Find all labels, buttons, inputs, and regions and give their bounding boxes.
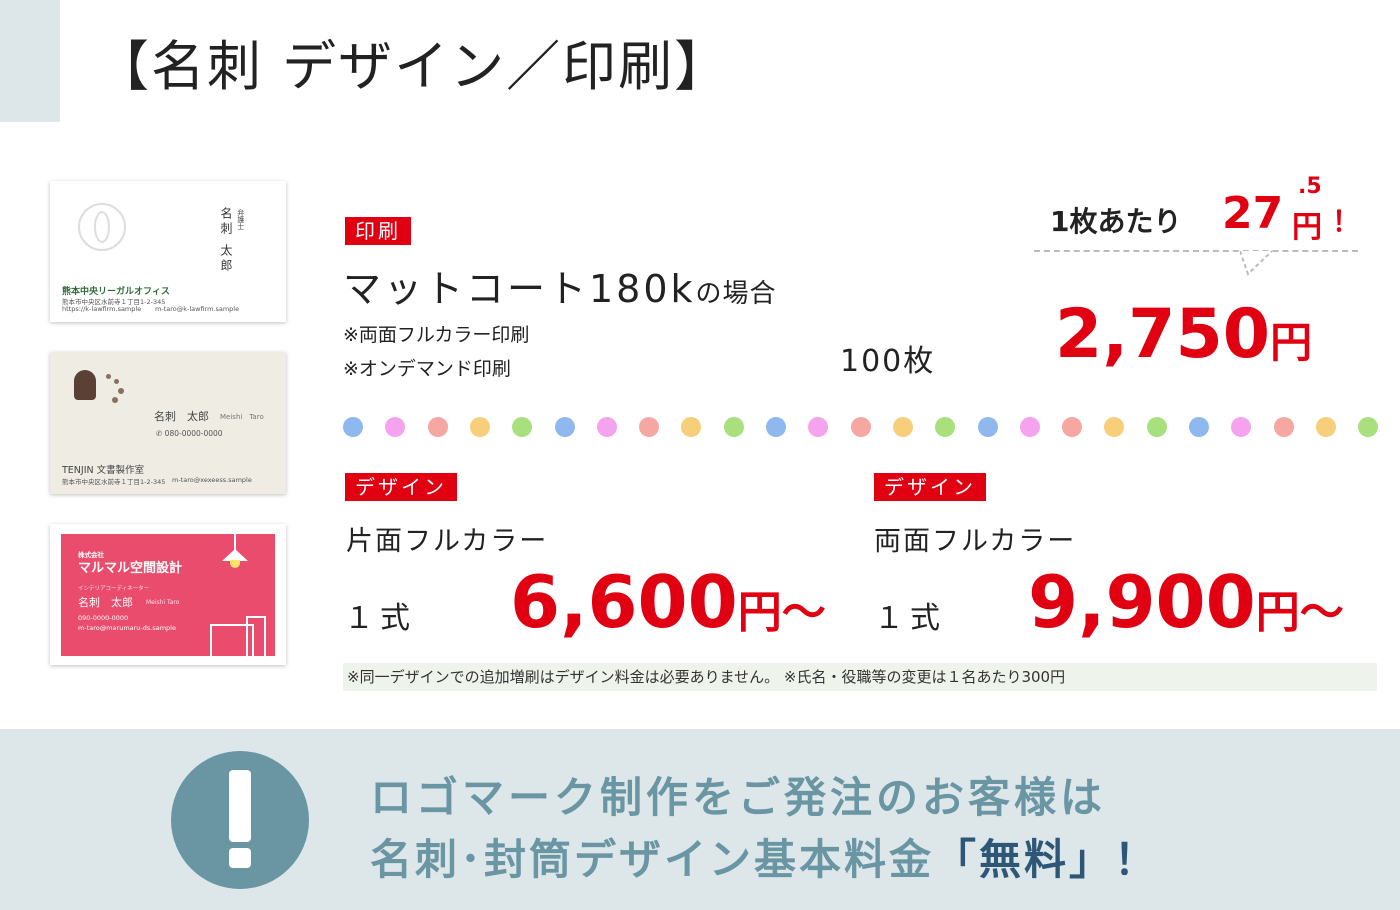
divider-dot xyxy=(1316,417,1336,437)
card-email: m-taro@xexeess.sample xyxy=(172,476,252,484)
print-heading: マットコート180kの場合 xyxy=(343,267,777,311)
unit-price-yen: 円 xyxy=(1292,210,1322,245)
divider-dot xyxy=(681,417,701,437)
print-note-duplex: ※両面フルカラー印刷 xyxy=(343,324,530,346)
pricing-note: ※同一デザインでの追加増刷はデザイン料金は必要ありません。 ※氏名・役職等の変更… xyxy=(343,663,1377,691)
divider-dot xyxy=(385,417,405,437)
divider-dot xyxy=(893,417,913,437)
card-name: 名刺 太郎 xyxy=(78,596,133,609)
page-title: 【名刺 デザイン／印刷】 xyxy=(95,35,731,98)
lamp-bulb xyxy=(230,560,240,568)
divider-dot xyxy=(512,417,532,437)
exclamation-dot xyxy=(229,848,251,868)
divider-dot xyxy=(1189,417,1209,437)
card-name: 名刺 太郎 xyxy=(154,410,209,423)
divider-dot xyxy=(1020,417,1040,437)
card-firm-name: 熊本中央リーガルオフィス xyxy=(62,287,170,297)
banner-text-line-2: 名刺･封筒デザイン基本料金「無料」！ xyxy=(370,835,1160,884)
divider-dot xyxy=(1147,417,1167,437)
card-phone: 090-0000-0000 xyxy=(78,614,129,622)
ink-dots-decoration xyxy=(102,374,124,404)
divider-dot xyxy=(724,417,744,437)
card-name-vertical: 名刺 太郎 xyxy=(219,207,233,274)
divider-dot xyxy=(851,417,871,437)
divider-dot xyxy=(978,417,998,437)
callout-tail xyxy=(1240,250,1273,276)
business-card-sample-lawfirm: 弁護士 名刺 太郎 熊本中央リーガルオフィス 熊本市中央区水前寺１丁目1-2-3… xyxy=(50,181,286,322)
exclamation-bar xyxy=(229,770,251,842)
divider-dot xyxy=(1274,417,1294,437)
card-company-name: マルマル空間設計 xyxy=(78,561,183,576)
callout-dashed-line xyxy=(1034,250,1358,252)
free-label: 「無料」 xyxy=(934,835,1115,884)
banner-text-line-1: ロゴマーク制作をご発注のお客様は xyxy=(370,773,1107,822)
unit-price-label: 1枚あたり xyxy=(1050,205,1182,238)
card-name-en: Meishi Taro xyxy=(146,599,180,606)
divider-dot xyxy=(1358,417,1378,437)
design-heading-double: 両面フルカラー xyxy=(874,526,1077,557)
divider-dot xyxy=(1062,417,1082,437)
furniture-illustration xyxy=(210,624,254,658)
card-email: m-taro@marumaru-ds.sample xyxy=(78,624,176,632)
card-address: 熊本市中央区水前寺１丁目1-2-345 xyxy=(62,478,166,486)
card-phone: ✆ 080-0000-0000 xyxy=(156,429,223,438)
print-tag: 印刷 xyxy=(345,217,411,245)
divider-dot xyxy=(808,417,828,437)
divider-dot xyxy=(555,417,575,437)
divider-dot xyxy=(428,417,448,437)
card-role: インテリアコーディネーター xyxy=(78,586,150,592)
design-price-double: 9,900円〜 xyxy=(1028,560,1344,644)
fountain-pen-icon xyxy=(74,370,96,400)
divider-dot xyxy=(1231,417,1251,437)
card-company-prefix: 株式会社 xyxy=(78,551,104,559)
design-price-single: 6,600円〜 xyxy=(510,560,826,644)
card-url: https://k-lawfirm.sample xyxy=(62,305,142,313)
divider-dot xyxy=(1104,417,1124,437)
divider-dot xyxy=(935,417,955,437)
divider-dot xyxy=(597,417,617,437)
design-heading-single: 片面フルカラー xyxy=(346,526,549,557)
print-price: 2,750円 xyxy=(1055,295,1313,374)
dotted-divider xyxy=(343,417,1383,439)
divider-dot xyxy=(343,417,363,437)
divider-dot xyxy=(470,417,490,437)
unit-price-value: 27 xyxy=(1222,188,1284,239)
window-illustration xyxy=(246,616,266,658)
design-quantity-single: １式 xyxy=(344,601,416,636)
header-accent-block xyxy=(0,0,60,122)
lamp-icon xyxy=(234,534,236,550)
card-name-en: Meishi Taro xyxy=(220,413,264,421)
divider-dot xyxy=(639,417,659,437)
unit-price-decimal: .5 xyxy=(1298,174,1322,199)
card-email: m-taro@k-lawfirm.sample xyxy=(155,305,240,313)
emblem-icon xyxy=(78,203,126,251)
card-title-vertical: 弁護士 xyxy=(236,209,245,230)
business-card-sample-studio: 名刺 太郎 Meishi Taro ✆ 080-0000-0000 TENJIN… xyxy=(50,352,286,494)
lamp-shade xyxy=(222,549,248,561)
divider-dot xyxy=(766,417,786,437)
unit-price-exclamation: ！ xyxy=(1332,205,1361,238)
design-quantity-double: １式 xyxy=(874,601,946,636)
design-tag-single: デザイン xyxy=(345,473,457,501)
business-card-sample-interior: 株式会社 マルマル空間設計 インテリアコーディネーター 名刺 太郎 Meishi… xyxy=(50,524,286,665)
card-studio-name: TENJIN 文書製作室 xyxy=(62,465,145,476)
print-note-ondemand: ※オンデマンド印刷 xyxy=(343,358,511,380)
design-tag-double: デザイン xyxy=(874,473,986,501)
card-address: 熊本市中央区水前寺１丁目1-2-345 xyxy=(62,298,166,306)
phone-icon: ✆ xyxy=(156,429,165,438)
print-quantity: 100枚 xyxy=(840,344,936,379)
